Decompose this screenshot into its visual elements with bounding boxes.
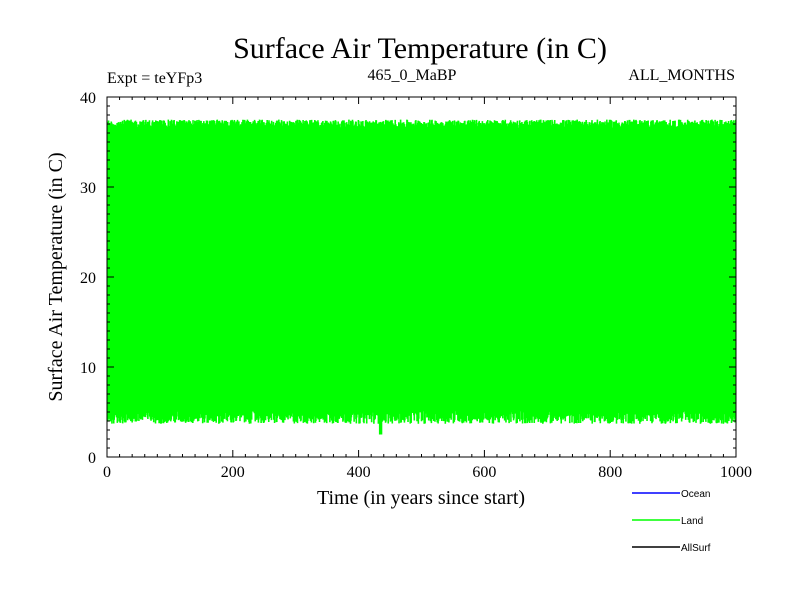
chart-title: Surface Air Temperature (in C)	[233, 32, 607, 65]
x-tick-label: 0	[103, 464, 111, 481]
x-tick-label: 800	[598, 464, 622, 481]
y-tick-label: 10	[80, 360, 96, 377]
x-tick-label: 400	[347, 464, 371, 481]
legend-label-allsurf: AllSurf	[681, 543, 711, 554]
y-tick-label: 40	[80, 90, 96, 107]
months-label: ALL_MONTHS	[628, 67, 735, 84]
legend: Ocean Land AllSurf	[632, 489, 711, 554]
legend-label-ocean: Ocean	[681, 489, 710, 500]
plot-area	[107, 119, 736, 435]
y-tick-label: 0	[88, 450, 96, 467]
series-layer	[107, 119, 736, 435]
period-label: 465_0_MaBP	[368, 67, 457, 84]
legend-label-land: Land	[681, 516, 703, 527]
x-tick-label: 600	[472, 464, 496, 481]
series-line-land	[107, 119, 736, 435]
x-tick-label: 1000	[720, 464, 752, 481]
x-axis-label: Time (in years since start)	[317, 487, 525, 509]
y-tick-label: 30	[80, 180, 96, 197]
axes-layer: 0 200 400 600 800 1000 0 10 20 30 40	[80, 90, 752, 481]
experiment-label: Expt = teYFp3	[107, 70, 202, 87]
y-tick-label: 20	[80, 270, 96, 287]
x-tick-label: 200	[221, 464, 245, 481]
y-axis-label: Surface Air Temperature (in C)	[45, 152, 67, 401]
